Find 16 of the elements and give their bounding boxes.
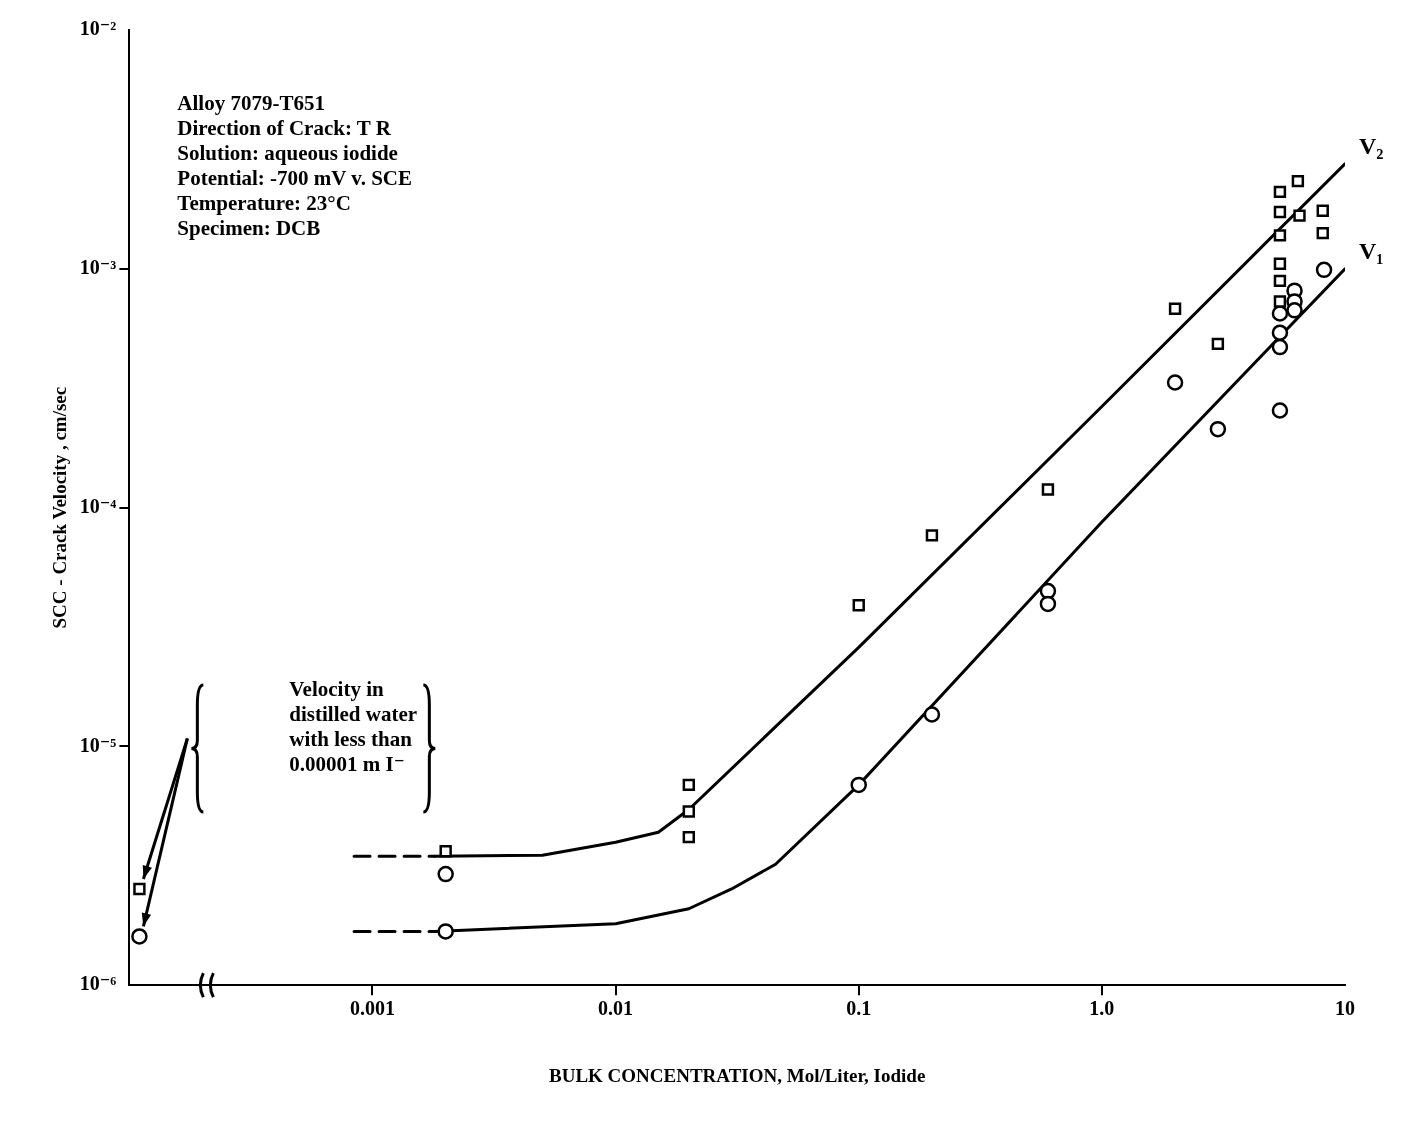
series-label: V₁ bbox=[1359, 238, 1384, 264]
x-tick-label: 0.1 bbox=[846, 997, 872, 1020]
annotation: Velocity in distilled water with less than 0.00001 m I⁻ bbox=[289, 676, 418, 776]
y-tick-label: 10⁻⁵ bbox=[79, 733, 117, 756]
x-tick-label: 10 bbox=[1335, 997, 1355, 1020]
x-axis-title: BULK CONCENTRATION, Mol/Liter, Iodide bbox=[549, 1064, 926, 1086]
x-tick-label: 0.01 bbox=[598, 997, 634, 1020]
x-tick-label: 1.0 bbox=[1089, 997, 1115, 1020]
annotation: Alloy 7079-T651 Direction of Crack: T R Solution: aqueous iodide Potential: -700 mV v. SCE Temperature: 23°C Specimen: DCB bbox=[177, 90, 413, 240]
series-label: V₂ bbox=[1359, 133, 1384, 160]
y-axis-title: SCC - Crack Velocity , cm/sec bbox=[49, 386, 71, 629]
y-tick-label: 10⁻³ bbox=[79, 255, 117, 278]
y-tick-label: 10⁻⁴ bbox=[79, 494, 117, 517]
x-tick-label: 0.001 bbox=[349, 997, 395, 1020]
y-tick-label: 10⁻² bbox=[79, 17, 117, 40]
y-tick-label: 10⁻⁶ bbox=[79, 972, 117, 995]
